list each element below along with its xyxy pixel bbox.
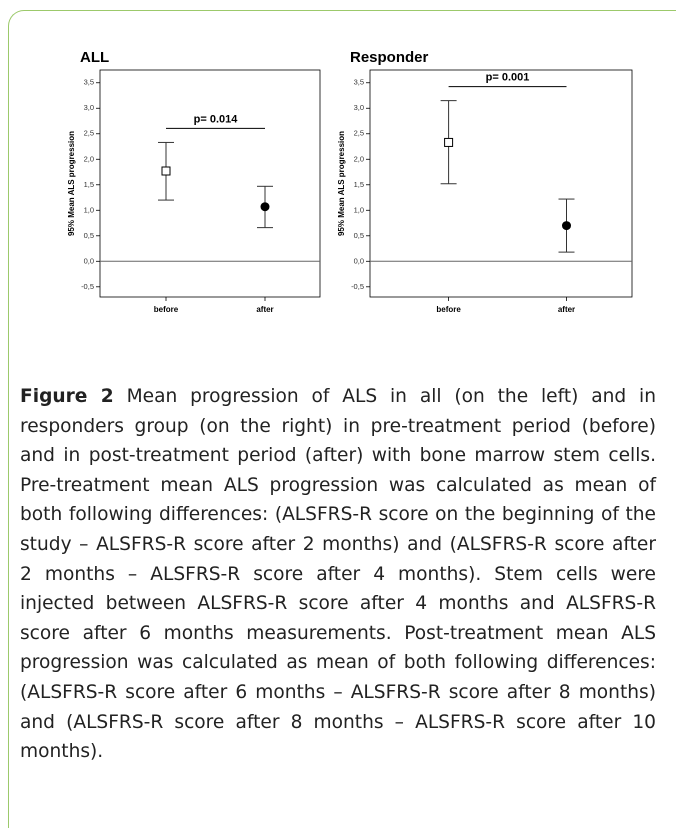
y-tick-label: 0,0 [354,256,364,265]
figure-frame [8,10,676,828]
caption: Figure 2 Mean progression of ALS in all … [20,382,656,767]
mean-marker [161,166,171,176]
x-tick-label: after [256,305,273,314]
plot-frame [99,69,321,298]
y-axis-label: 95% Mean ALS progression [67,131,76,236]
y-tick-label: -0,5 [351,282,364,291]
significance-label: p= 0.014 [194,113,239,125]
plot-frame [369,69,633,298]
y-tick-label: 2,5 [354,129,364,138]
x-tick-label: after [558,305,575,314]
y-tick-label: 3,5 [354,78,364,87]
y-tick-label: 3,5 [84,78,94,87]
y-tick-label: 0,5 [84,231,94,240]
y-tick-label: 3,0 [84,103,94,112]
y-tick-label: 0,5 [354,231,364,240]
y-tick-label: 1,5 [84,180,94,189]
y-tick-label: 1,5 [354,180,364,189]
y-tick-label: 2,0 [84,154,94,163]
y-tick-label: 1,0 [354,205,364,214]
x-tick-label: before [154,305,179,314]
y-axis-label: 95% Mean ALS progression [337,131,346,236]
caption-text: Mean progression of ALS in all (on the l… [20,386,656,763]
mean-marker [260,202,270,212]
chart-title: Responder [350,49,429,66]
y-tick-label: 2,5 [84,129,94,138]
y-tick-label: 2,0 [354,154,364,163]
caption-label: Figure 2 [20,386,114,407]
y-tick-label: 3,0 [354,103,364,112]
y-tick-label: 1,0 [84,205,94,214]
y-tick-label: 0,0 [84,256,94,265]
x-tick-label: before [436,305,461,314]
y-tick-label: -0,5 [81,282,94,291]
mean-marker [562,221,571,231]
chart-title: ALL [80,49,109,66]
figure: ALL 95% Mean ALS progression -0,5 0,0 0,5 1,0… [67,49,633,314]
significance-label: p= 0.001 [486,72,530,84]
mean-marker [444,137,454,147]
